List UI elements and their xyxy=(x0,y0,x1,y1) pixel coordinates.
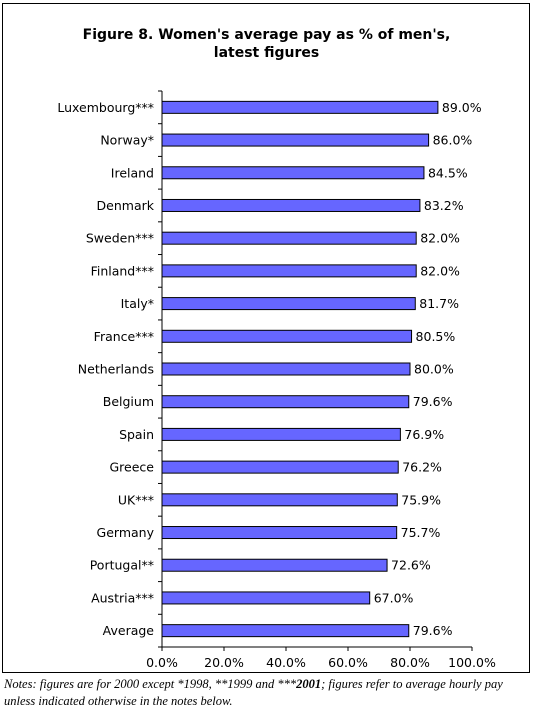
data-label: 84.5% xyxy=(428,165,468,180)
bar xyxy=(161,624,410,638)
x-tick-label: 100.0% xyxy=(448,655,496,670)
data-label: 80.5% xyxy=(416,329,456,344)
chart-title-line-2: latest figures xyxy=(213,45,320,61)
category-label: Netherlands xyxy=(78,362,154,377)
bar xyxy=(161,133,430,147)
x-tick-label: 0.0% xyxy=(146,655,178,670)
data-label: 89.0% xyxy=(442,100,482,115)
bar xyxy=(161,329,413,343)
notes-year-bold: 2001 xyxy=(296,677,322,691)
bar xyxy=(161,362,411,376)
x-tick-label: 40.0% xyxy=(266,655,306,670)
data-label: 81.7% xyxy=(419,296,459,311)
data-label: 82.0% xyxy=(420,231,460,246)
chart-notes: Notes: figures are for 2000 except *1998… xyxy=(4,676,529,710)
data-label: 82.0% xyxy=(420,263,460,278)
bar xyxy=(161,166,425,180)
x-tick-label: 80.0% xyxy=(390,655,430,670)
category-label: Norway* xyxy=(100,133,154,148)
category-label: Sweden*** xyxy=(86,231,154,246)
category-label: Luxembourg*** xyxy=(57,100,154,115)
data-label: 72.6% xyxy=(391,558,431,573)
category-label: Belgium xyxy=(103,394,154,409)
bar xyxy=(161,264,417,278)
data-label: 67.0% xyxy=(374,590,414,605)
category-label: UK*** xyxy=(118,492,154,507)
data-label: 80.0% xyxy=(414,362,454,377)
category-label: Portugal** xyxy=(90,558,154,573)
data-label: 79.6% xyxy=(413,623,453,638)
category-label: Spain xyxy=(119,427,154,442)
bar xyxy=(161,493,398,507)
chart-title-line-1: Figure 8. Women's average pay as % of me… xyxy=(82,27,451,43)
bar xyxy=(161,231,417,245)
data-label: 76.9% xyxy=(404,427,444,442)
data-label: 75.7% xyxy=(401,525,441,540)
bar xyxy=(161,297,416,311)
data-label: 83.2% xyxy=(424,198,464,213)
bar xyxy=(161,526,398,540)
category-label: Ireland xyxy=(111,165,154,180)
bar xyxy=(161,198,421,212)
bar xyxy=(161,460,399,474)
notes-text-2: ; figures refer to average hourly pay un… xyxy=(4,677,503,708)
category-label: Italy* xyxy=(121,296,154,311)
category-label: France*** xyxy=(94,329,154,344)
data-label: 86.0% xyxy=(433,133,473,148)
category-label: Finland*** xyxy=(91,263,154,278)
bar xyxy=(161,558,388,572)
category-label: Denmark xyxy=(97,198,155,213)
chart-title: Figure 8. Women's average pay as % of me… xyxy=(0,26,533,62)
bar xyxy=(161,100,439,114)
notes-text-1: Notes: figures are for 2000 except *1998… xyxy=(4,677,297,691)
data-label: 75.9% xyxy=(401,492,441,507)
bar xyxy=(161,395,410,409)
bar xyxy=(161,591,371,605)
category-label: Average xyxy=(103,623,155,638)
x-tick-label: 60.0% xyxy=(328,655,368,670)
category-label: Germany xyxy=(97,525,155,540)
category-label: Austria*** xyxy=(91,590,154,605)
bar xyxy=(161,427,401,441)
x-tick-label: 20.0% xyxy=(204,655,244,670)
category-label: Greece xyxy=(110,460,155,475)
data-label: 79.6% xyxy=(413,394,453,409)
data-label: 76.2% xyxy=(402,460,442,475)
